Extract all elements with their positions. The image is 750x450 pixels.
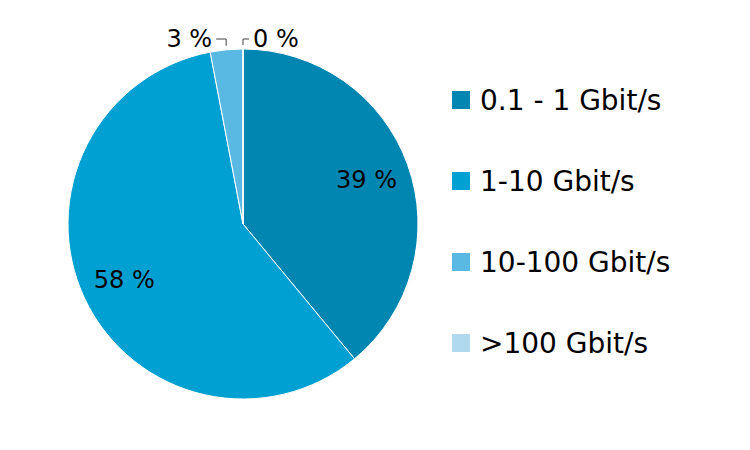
pie-slice [243,49,244,224]
data-label: 58 % [94,266,155,294]
leader-line [243,39,249,45]
legend-item: 0.1 - 1 Gbit/s [452,84,661,117]
legend-swatch [452,253,470,271]
pie-slice [68,52,355,399]
legend-swatch [452,172,470,190]
legend-swatch [452,91,470,109]
chart: 39 % 58 % 3 % 0 % 0.1 - 1 Gbit/s 1-10 Gbit/s 1… [0,0,750,450]
leader-line [216,39,226,46]
legend-item: 10-100 Gbit/s [452,246,670,279]
data-labels: 39 % 58 % 3 % 0 % [94,25,397,294]
legend-label: 10-100 Gbit/s [480,246,670,279]
legend-label: >100 Gbit/s [480,327,648,360]
legend-label: 0.1 - 1 Gbit/s [480,84,661,117]
legend-label: 1-10 Gbit/s [480,165,635,198]
data-label: 3 % [166,25,212,53]
data-label: 39 % [336,166,397,194]
legend-swatch [452,334,470,352]
legend-item: 1-10 Gbit/s [452,165,635,198]
data-label: 0 % [253,25,299,53]
pie-slice [210,49,243,224]
legend: 0.1 - 1 Gbit/s 1-10 Gbit/s 10-100 Gbit/s >1… [452,84,670,360]
pie [68,49,418,399]
legend-item: >100 Gbit/s [452,327,648,360]
